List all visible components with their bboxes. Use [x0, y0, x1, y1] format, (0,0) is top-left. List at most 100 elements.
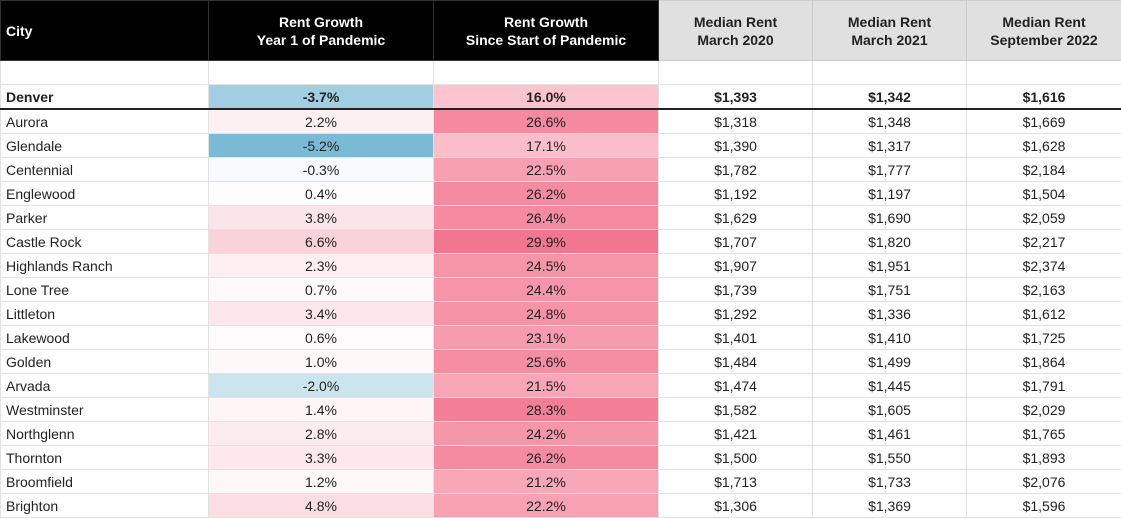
city-name: Glendale — [0, 133, 209, 158]
city-name: Northglenn — [0, 421, 209, 446]
value-cell: 0.7% — [208, 277, 434, 302]
table-body: Denver -3.7% 16.0% $1,393 $1,342 $1,616 Aurora… — [0, 60, 1121, 518]
city-row: Northglenn 2.8% 24.2% $1,421 $1,461 $1,765 — [0, 421, 1121, 446]
value-cell: $1,500 — [658, 445, 813, 470]
empty-cell — [966, 60, 1121, 85]
city-row: Littleton 3.4% 24.8% $1,292 $1,336 $1,612 — [0, 301, 1121, 326]
city-name: Englewood — [0, 181, 209, 206]
value-cell: 25.6% — [433, 349, 659, 374]
value-cell: $1,499 — [812, 349, 967, 374]
value-cell: $1,369 — [812, 493, 967, 518]
value-cell: $1,893 — [966, 445, 1121, 470]
value-cell: $1,292 — [658, 301, 813, 326]
value-cell: $1,690 — [812, 205, 967, 230]
city-row: Lone Tree 0.7% 24.4% $1,739 $1,751 $2,163 — [0, 277, 1121, 302]
value-cell: $1,907 — [658, 253, 813, 278]
city-name: Aurora — [0, 108, 209, 134]
value-cell: $1,713 — [658, 469, 813, 494]
value-cell: 6.6% — [208, 229, 434, 254]
city-row: Aurora 2.2% 26.6% $1,318 $1,348 $1,669 — [0, 108, 1121, 134]
city-row: Parker 3.8% 26.4% $1,629 $1,690 $2,059 — [0, 205, 1121, 230]
value-cell: 21.2% — [433, 469, 659, 494]
value-cell: $1,390 — [658, 133, 813, 158]
value-cell: 3.4% — [208, 301, 434, 326]
city-name: Lone Tree — [0, 277, 209, 302]
column-header: Rent Growth Since Start of Pandemic — [433, 0, 659, 61]
city-name: Lakewood — [0, 325, 209, 350]
value-cell: $1,393 — [658, 84, 813, 110]
value-cell: $2,163 — [966, 277, 1121, 302]
city-row: Lakewood 0.6% 23.1% $1,401 $1,410 $1,725 — [0, 325, 1121, 350]
value-cell: 26.6% — [433, 108, 659, 134]
value-cell: $1,791 — [966, 373, 1121, 398]
value-cell: $1,318 — [658, 108, 813, 134]
value-cell: $1,739 — [658, 277, 813, 302]
empty-cell — [433, 60, 659, 85]
city-row: Westminster 1.4% 28.3% $1,582 $1,605 $2,029 — [0, 397, 1121, 422]
value-cell: $1,421 — [658, 421, 813, 446]
value-cell: $1,197 — [812, 181, 967, 206]
value-cell: 2.8% — [208, 421, 434, 446]
value-cell: $1,782 — [658, 157, 813, 182]
city-name: Broomfield — [0, 469, 209, 494]
value-cell: $1,445 — [812, 373, 967, 398]
city-row: Highlands Ranch 2.3% 24.5% $1,907 $1,951 $2,3… — [0, 253, 1121, 278]
value-cell: 0.6% — [208, 325, 434, 350]
column-header: Median Rent March 2021 — [812, 0, 967, 61]
value-cell: $1,707 — [658, 229, 813, 254]
value-cell: $1,669 — [966, 108, 1121, 134]
value-cell: $1,733 — [812, 469, 967, 494]
value-cell: $1,336 — [812, 301, 967, 326]
value-cell: $1,864 — [966, 349, 1121, 374]
value-cell: 0.4% — [208, 181, 434, 206]
spacer-row — [0, 60, 1121, 85]
city-name: Golden — [0, 349, 209, 374]
value-cell: $2,029 — [966, 397, 1121, 422]
empty-cell — [208, 60, 434, 85]
value-cell: $1,777 — [812, 157, 967, 182]
city-name: Brighton — [0, 493, 209, 518]
city-row: Brighton 4.8% 22.2% $1,306 $1,369 $1,596 — [0, 493, 1121, 518]
value-cell: 22.5% — [433, 157, 659, 182]
value-cell: 26.2% — [433, 445, 659, 470]
value-cell: 28.3% — [433, 397, 659, 422]
value-cell: $1,616 — [966, 84, 1121, 110]
value-cell: $1,820 — [812, 229, 967, 254]
city-name: Parker — [0, 205, 209, 230]
value-cell: 3.3% — [208, 445, 434, 470]
value-cell: $1,765 — [966, 421, 1121, 446]
city-name: Littleton — [0, 301, 209, 326]
column-header: City — [0, 0, 209, 61]
value-cell: $1,725 — [966, 325, 1121, 350]
value-cell: -2.0% — [208, 373, 434, 398]
value-cell: 26.4% — [433, 205, 659, 230]
city-row: Centennial -0.3% 22.5% $1,782 $1,777 $2,184 — [0, 157, 1121, 182]
value-cell: $1,348 — [812, 108, 967, 134]
value-cell: $2,076 — [966, 469, 1121, 494]
value-cell: 2.2% — [208, 108, 434, 134]
value-cell: 17.1% — [433, 133, 659, 158]
value-cell: $1,474 — [658, 373, 813, 398]
value-cell: $1,504 — [966, 181, 1121, 206]
value-cell: 1.2% — [208, 469, 434, 494]
city-row: Castle Rock 6.6% 29.9% $1,707 $1,820 $2,217 — [0, 229, 1121, 254]
city-name: Thornton — [0, 445, 209, 470]
city-name: Denver — [0, 84, 209, 110]
header-row: City Rent Growth Year 1 of Pandemic Rent G… — [0, 0, 1121, 61]
value-cell: 1.0% — [208, 349, 434, 374]
value-cell: 24.4% — [433, 277, 659, 302]
value-cell: $1,628 — [966, 133, 1121, 158]
city-name: Arvada — [0, 373, 209, 398]
value-cell: $1,484 — [658, 349, 813, 374]
value-cell: 23.1% — [433, 325, 659, 350]
value-cell: -5.2% — [208, 133, 434, 158]
value-cell: $1,342 — [812, 84, 967, 110]
value-cell: $1,596 — [966, 493, 1121, 518]
value-cell: $1,461 — [812, 421, 967, 446]
value-cell: $1,401 — [658, 325, 813, 350]
city-row: Denver -3.7% 16.0% $1,393 $1,342 $1,616 — [0, 84, 1121, 110]
city-row: Thornton 3.3% 26.2% $1,500 $1,550 $1,893 — [0, 445, 1121, 470]
value-cell: 1.4% — [208, 397, 434, 422]
